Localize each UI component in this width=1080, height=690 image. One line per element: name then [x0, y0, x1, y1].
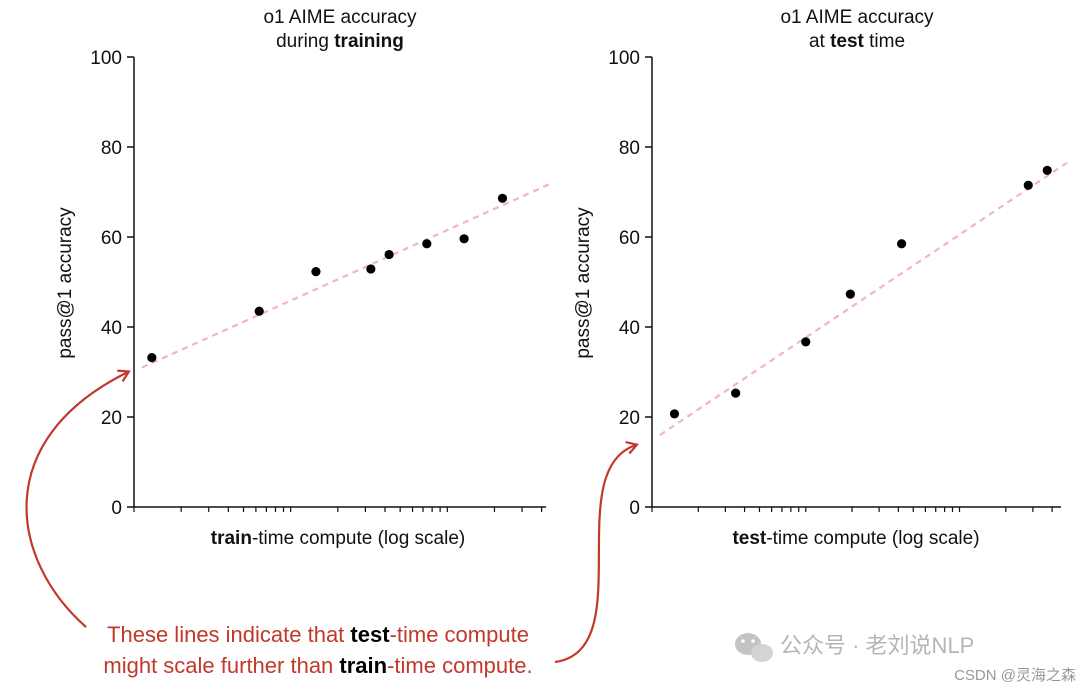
chart-title-line2: during training — [276, 31, 404, 52]
y-tick-label: 60 — [619, 228, 640, 249]
annotation-arrow-left — [25, 369, 131, 628]
trend-line — [659, 161, 1068, 436]
y-tick-label: 100 — [608, 48, 640, 69]
y-axis-label: pass@1 accuracy — [573, 207, 594, 359]
y-tick-label: 40 — [101, 318, 122, 339]
annotation-arrow-right — [554, 441, 639, 664]
y-tick-label: 20 — [101, 408, 122, 429]
y-tick-label: 80 — [101, 138, 122, 159]
y-tick-label: 80 — [619, 138, 640, 159]
watermark-text: 公众号 · 老刘说NLP — [780, 633, 974, 658]
data-point — [801, 337, 811, 347]
training-chart: o1 AIME accuracy during training pass@1 … — [55, 7, 553, 549]
data-point — [1042, 165, 1052, 175]
data-point — [147, 353, 157, 363]
wechat-icon — [735, 633, 773, 662]
trend-line — [141, 181, 553, 369]
data-point — [1023, 180, 1033, 190]
annotation-line2: might scale further than train-time comp… — [103, 653, 532, 678]
data-point — [669, 409, 680, 419]
data-point — [896, 239, 907, 249]
data-point — [366, 264, 376, 274]
data-point — [497, 193, 508, 203]
chart-title-line2: at test time — [809, 31, 905, 52]
y-tick-label: 20 — [619, 408, 640, 429]
data-point — [845, 289, 855, 299]
test-time-chart: o1 AIME accuracy at test time pass@1 acc… — [573, 7, 1068, 549]
chart-title-line1: o1 AIME accuracy — [780, 7, 934, 28]
watermark-sub: CSDN @灵海之森 — [954, 667, 1076, 684]
data-point — [384, 249, 394, 260]
chart-title-line1: o1 AIME accuracy — [263, 7, 417, 28]
x-axis-label: test-time compute (log scale) — [732, 528, 979, 549]
axes: 0 20 40 60 80 100 — [608, 48, 1061, 519]
y-tick-label: 0 — [111, 498, 122, 519]
annotation-line1: These lines indicate that test-time comp… — [107, 622, 529, 647]
axes: 0 20 40 60 80 100 — [90, 48, 546, 519]
data-point — [731, 388, 741, 398]
y-tick-label: 60 — [101, 228, 122, 249]
x-axis-label: train-time compute (log scale) — [211, 528, 465, 549]
y-axis-label: pass@1 accuracy — [55, 207, 76, 359]
trend-layer — [659, 161, 1068, 436]
y-tick-label: 0 — [629, 498, 640, 519]
data-point — [311, 267, 321, 277]
data-point — [254, 306, 264, 316]
data-point — [422, 239, 432, 249]
y-tick-label: 100 — [90, 48, 122, 69]
y-tick-label: 40 — [619, 318, 640, 339]
points-layer — [147, 193, 508, 363]
trend-layer — [141, 181, 553, 369]
data-point — [459, 234, 469, 244]
points-layer — [669, 165, 1052, 419]
